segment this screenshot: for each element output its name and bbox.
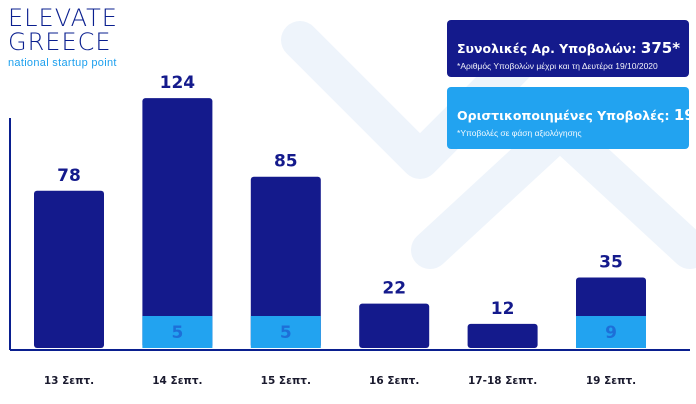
finalized-submissions-note: *Υποβολές σε φάση αξιολόγησης xyxy=(457,128,679,138)
x-tick-label-4: 16 Σεπτ. xyxy=(369,375,419,387)
total-submissions-note-star: * xyxy=(457,61,461,71)
finalized-submissions-title: Οριστικοποιημένες Υποβολές: 19* xyxy=(457,106,696,124)
data-label-total-6: 35 xyxy=(599,252,623,272)
total-submissions-note-text: Αριθμός Υποβολών μέχρι και τη Δευτέρα 19… xyxy=(460,61,658,71)
finalized-submissions-box: Οριστικοποιημένες Υποβολές: 19* *Υποβολέ… xyxy=(447,87,696,149)
total-submissions-title: Συνολικές Αρ. Υποβολών: 375* xyxy=(457,39,681,57)
total-submissions-box: Συνολικές Αρ. Υποβολών: 375* *Αριθμός Υπ… xyxy=(447,20,689,77)
bar-total-5 xyxy=(467,323,538,348)
data-label-total-5: 12 xyxy=(491,299,515,319)
total-submissions-note: *Αριθμός Υποβολών μέχρι και τη Δευτέρα 1… xyxy=(457,61,679,71)
data-label-total-4: 22 xyxy=(382,279,406,299)
finalized-submissions-value: 19* xyxy=(673,106,696,124)
logo-tagline: national startup point xyxy=(8,57,117,69)
logo-greece: GREECE xyxy=(8,28,112,56)
bar-total-3 xyxy=(250,176,321,348)
data-label-total-3: 85 xyxy=(274,152,298,172)
bar-total-2 xyxy=(142,98,213,348)
data-label-finalized-2: 5 xyxy=(171,323,183,343)
finalized-submissions-label: Οριστικοποιημένες Υποβολές: xyxy=(457,108,670,123)
finalized-submissions-note-text: Υποβολές σε φάση αξιολόγησης xyxy=(460,128,582,138)
x-tick-label-3: 15 Σεπτ. xyxy=(261,375,311,387)
data-label-total-1: 78 xyxy=(57,166,81,186)
logo: ELEVATE GREECE national startup point xyxy=(8,6,118,69)
bar-finalized-3 xyxy=(250,316,321,348)
bar-finalized-6 xyxy=(576,316,646,348)
finalized-submissions-note-star: * xyxy=(457,128,461,138)
logo-elevate: ELEVATE xyxy=(8,4,118,32)
total-submissions-value: 375* xyxy=(640,39,681,57)
data-label-finalized-6: 9 xyxy=(605,323,617,343)
x-tick-label-6: 19 Σεπτ. xyxy=(586,375,636,387)
bar-finalized-2 xyxy=(142,316,213,348)
bar-total-1 xyxy=(34,190,104,348)
x-tick-label-1: 13 Σεπτ. xyxy=(44,375,94,387)
total-submissions-label: Συνολικές Αρ. Υποβολών: xyxy=(457,41,637,56)
x-tick-label-2: 14 Σεπτ. xyxy=(152,375,202,387)
x-tick-label-5: 17-18 Σεπτ. xyxy=(468,375,537,387)
data-label-total-2: 124 xyxy=(160,73,196,93)
bar-total-4 xyxy=(359,303,430,348)
data-label-finalized-3: 5 xyxy=(280,323,292,343)
